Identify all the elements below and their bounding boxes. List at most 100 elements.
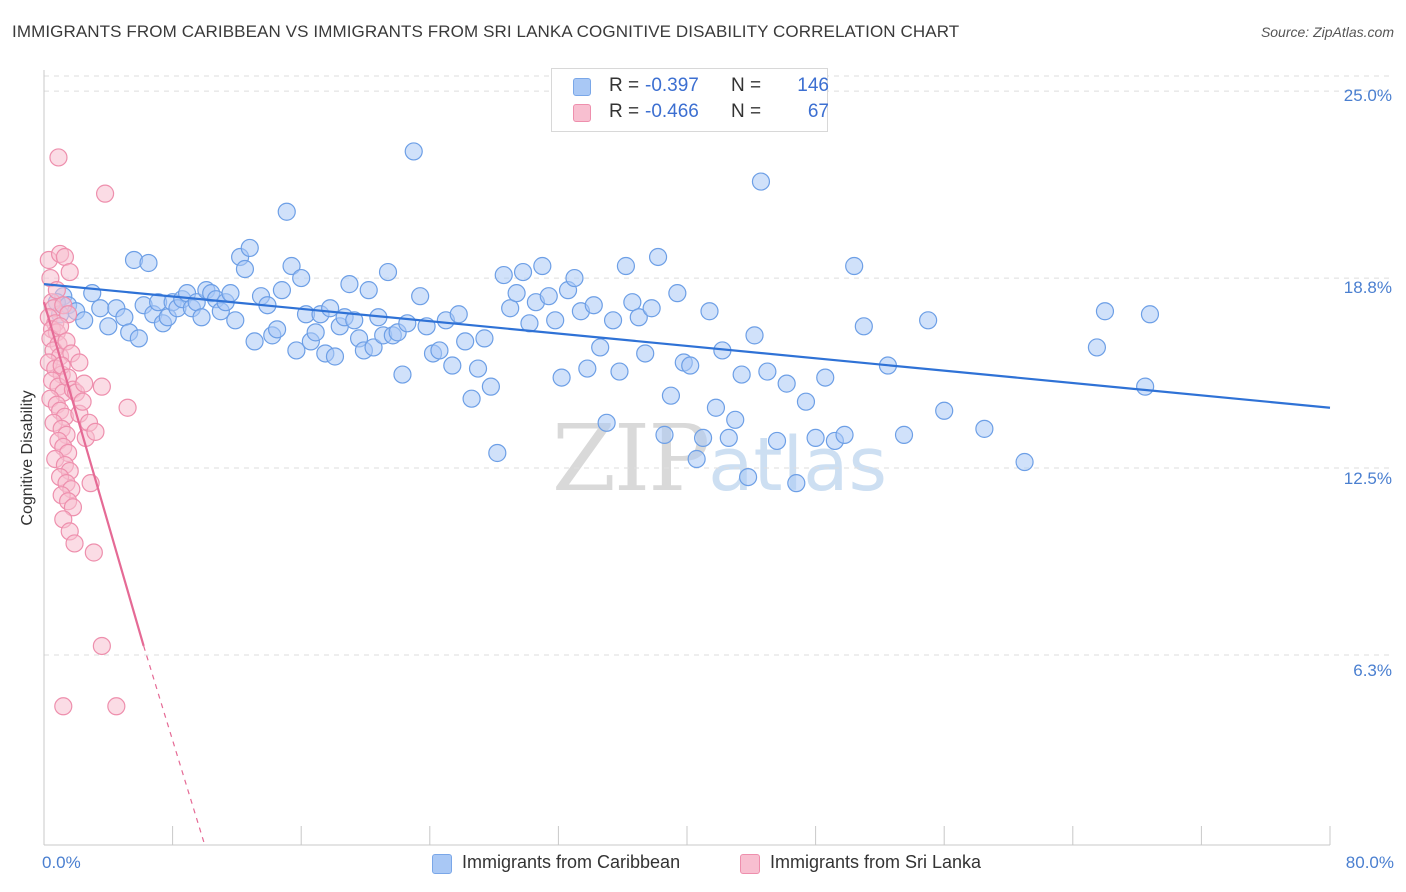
caribbean-point xyxy=(796,392,816,411)
caribbean-point xyxy=(456,332,475,351)
x-tick-label: 0.0% xyxy=(42,853,81,872)
y-tick-label: 25.0% xyxy=(1343,86,1392,105)
legend-swatch xyxy=(573,104,591,122)
caribbean-point xyxy=(501,299,520,318)
sri-lanka-point xyxy=(54,697,73,716)
caribbean-point xyxy=(767,431,787,451)
caribbean-trend-line xyxy=(43,283,1331,409)
caribbean-point xyxy=(282,256,301,276)
caribbean-point xyxy=(192,308,211,327)
caribbean-point xyxy=(610,362,629,381)
caribbean-point xyxy=(687,449,706,469)
caribbean-point xyxy=(919,311,938,330)
x-tick-label: 80.0% xyxy=(1345,853,1394,872)
caribbean-point xyxy=(1015,452,1034,472)
caribbean-point xyxy=(894,425,914,444)
legend-r-label: R = xyxy=(609,101,640,122)
caribbean-point xyxy=(623,293,642,312)
caribbean-point xyxy=(488,443,507,463)
legend-n-label: N = xyxy=(731,75,762,96)
sri-lanka-point xyxy=(95,184,115,203)
caribbean-point xyxy=(287,341,306,360)
axes xyxy=(43,70,1331,846)
legend-r-label: R = xyxy=(609,75,640,96)
sri-lanka-trend-line xyxy=(42,301,145,647)
chart-title: IMMIGRANTS FROM CARIBBEAN VS IMMIGRANTS … xyxy=(12,22,960,41)
legend-series-name: Immigrants from Sri Lanka xyxy=(770,852,982,872)
caribbean-point xyxy=(507,284,526,303)
caribbean-point xyxy=(245,332,264,351)
caribbean-point xyxy=(603,311,623,330)
caribbean-point xyxy=(539,287,558,306)
y-axis-label: Cognitive Disability xyxy=(19,390,36,526)
legend-n-value: 67 xyxy=(807,101,829,122)
legend-series-name: Immigrants from Caribbean xyxy=(462,852,681,872)
caribbean-point xyxy=(648,247,668,267)
y-tick-label: 12.5% xyxy=(1343,469,1392,488)
caribbean-point xyxy=(475,329,494,348)
legend: R = -0.397 N = 146 R = -0.466 N = 67 xyxy=(551,68,829,132)
trend-lines xyxy=(42,283,1331,846)
caribbean-point xyxy=(726,410,745,429)
watermark: ZIPatlas xyxy=(552,405,887,512)
sri-lanka-point xyxy=(55,247,74,267)
sri-lanka-point xyxy=(50,317,70,336)
caribbean-point xyxy=(364,338,383,357)
caribbean-point xyxy=(267,320,287,339)
caribbean-point xyxy=(345,311,364,330)
sri-lanka-point xyxy=(92,377,111,396)
sri-lanka-points xyxy=(39,148,137,716)
caribbean-point xyxy=(513,262,533,282)
caribbean-point xyxy=(449,305,468,324)
legend-n-value: 146 xyxy=(797,75,829,96)
caribbean-point xyxy=(277,202,296,221)
caribbean-point xyxy=(565,268,584,288)
caribbean-point xyxy=(292,268,311,288)
caribbean-point xyxy=(411,287,430,306)
caribbean-point xyxy=(806,428,825,447)
caribbean-point xyxy=(636,344,655,363)
legend-swatch xyxy=(573,78,591,96)
caribbean-point xyxy=(462,389,481,408)
caribbean-point xyxy=(494,265,513,285)
caribbean-point xyxy=(1095,302,1115,321)
caribbean-point xyxy=(661,386,681,405)
caribbean-point xyxy=(597,413,616,432)
caribbean-point xyxy=(629,308,648,327)
caribbean-point xyxy=(226,311,245,330)
caribbean-point xyxy=(584,296,603,315)
caribbean-point xyxy=(75,311,94,330)
legend-swatch xyxy=(432,854,452,874)
caribbean-point xyxy=(272,281,292,300)
sri-lanka-point xyxy=(73,392,92,411)
caribbean-point xyxy=(845,256,864,276)
sri-lanka-point xyxy=(65,534,84,553)
caribbean-point xyxy=(816,368,835,387)
caribbean-point xyxy=(751,172,771,191)
caribbean-point xyxy=(745,326,764,345)
caribbean-point xyxy=(481,377,500,396)
caribbean-point xyxy=(99,317,118,336)
sri-lanka-point xyxy=(75,374,94,393)
grid-lines xyxy=(44,75,1392,656)
caribbean-point xyxy=(468,359,488,378)
caribbean-point xyxy=(115,308,134,327)
caribbean-point xyxy=(129,329,148,348)
caribbean-point xyxy=(340,275,359,294)
caribbean-point xyxy=(533,256,552,276)
caribbean-point xyxy=(738,468,758,487)
sri-lanka-point xyxy=(92,636,111,656)
y-tick-label: 18.8% xyxy=(1343,278,1392,297)
caribbean-point xyxy=(1087,338,1107,357)
caribbean-point xyxy=(693,428,713,447)
caribbean-point xyxy=(552,368,571,387)
caribbean-point xyxy=(443,356,462,375)
caribbean-point xyxy=(578,359,597,378)
caribbean-point xyxy=(306,323,325,342)
watermark-zip: ZIP xyxy=(552,405,710,512)
sri-lanka-trend-extension xyxy=(143,645,206,846)
caribbean-points xyxy=(47,142,1160,493)
caribbean-point xyxy=(668,284,687,303)
caribbean-point xyxy=(235,259,255,279)
